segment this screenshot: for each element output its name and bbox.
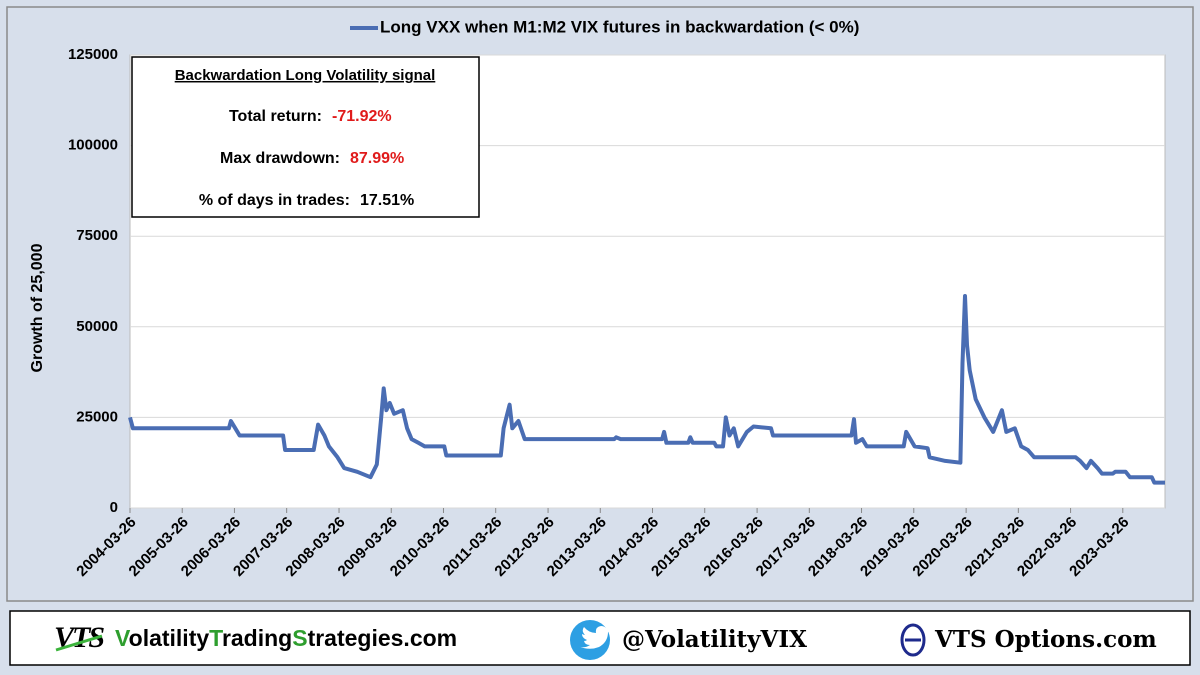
site-part: T — [209, 625, 223, 651]
y-tick-label: 50000 — [76, 318, 118, 335]
stats-box: Backwardation Long Volatility signal Tot… — [131, 56, 480, 218]
plot — [128, 294, 1165, 513]
legend: Long VXX when M1:M2 VIX futures in backw… — [350, 17, 859, 36]
stat-value: 87.99% — [350, 150, 404, 167]
stat-label: Max drawdown: — [220, 150, 340, 167]
logo-swoosh — [55, 634, 103, 652]
y-tick-label: 125000 — [68, 46, 118, 63]
legend-label: Long VXX when M1:M2 VIX futures in backw… — [380, 17, 859, 36]
stats-title: Backwardation Long Volatility signal — [175, 67, 436, 84]
footer-options: VTS Options.com — [934, 626, 1157, 653]
stats-rows: Total return: -71.92% Max drawdown: 87.99%%… — [199, 108, 414, 209]
site-part: S — [292, 625, 307, 651]
y-axis-label: Growth of 25,000 — [29, 243, 46, 372]
stat-label: Total return: — [229, 108, 322, 125]
y-tick-label: 75000 — [76, 227, 118, 244]
site-part: rading — [222, 625, 292, 651]
stat-label: % of days in trades: — [199, 192, 350, 209]
y-tick-label: 0 — [110, 499, 118, 516]
y-tick-label: 100000 — [68, 137, 118, 154]
stat-value: 17.51% — [360, 192, 414, 209]
stats-frame — [131, 56, 480, 218]
footer-site: VolatilityTradingStrategies.com — [115, 625, 457, 651]
y-tick-label: 25000 — [76, 408, 118, 425]
twitter-bird — [578, 626, 611, 649]
site-part: V — [115, 625, 131, 651]
site-part: olatility — [129, 625, 210, 651]
site-part: trategies.com — [308, 625, 458, 651]
options-icon — [900, 623, 926, 657]
footer-twitter: @VolatilityVIX — [622, 626, 807, 653]
stat-value: -71.92% — [332, 108, 392, 125]
series-line — [128, 294, 1165, 485]
